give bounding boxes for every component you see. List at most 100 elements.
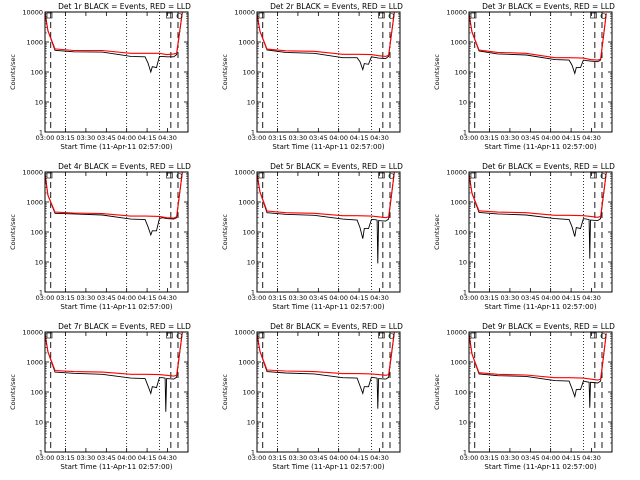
y-tick-label: 1000	[450, 199, 467, 207]
x-axis-label: Start Time (11-Apr-11 02:57:00)	[60, 463, 172, 471]
x-axis-label: Start Time (11-Apr-11 02:57:00)	[484, 303, 596, 311]
plot-title: Det 3r BLACK = Events, RED = LLD	[482, 2, 615, 11]
y-tick-label: 10000	[446, 9, 467, 17]
series-events-line	[468, 172, 607, 259]
corner-marker-box	[378, 12, 385, 19]
x-tick-label: 04:30	[582, 294, 601, 302]
x-tick-label: 04:30	[370, 134, 389, 142]
y-tick-label: 100	[31, 69, 43, 77]
x-axis-label: Start Time (11-Apr-11 02:57:00)	[272, 463, 384, 471]
x-tick-label: 03:15	[56, 294, 75, 302]
x-tick-label: 03:00	[248, 134, 267, 142]
x-tick-label: 04:00	[117, 454, 136, 462]
x-tick-label: 04:00	[541, 454, 560, 462]
series-events-line	[256, 332, 395, 409]
x-tick-label: 03:30	[77, 294, 96, 302]
x-tick-label: 04:30	[370, 294, 389, 302]
series-events-line	[44, 172, 183, 237]
series-events-line	[468, 13, 607, 75]
corner-marker-circle	[600, 13, 607, 19]
y-axis-label: Counts/sec	[433, 374, 441, 410]
corner-marker-box	[590, 172, 597, 179]
corner-marker-box	[470, 172, 477, 179]
x-tick-label: 03:30	[289, 294, 308, 302]
series-lld-line	[468, 13, 607, 61]
corner-marker-box	[590, 332, 597, 339]
x-tick-label: 03:45	[521, 454, 540, 462]
corner-marker-box	[378, 172, 385, 179]
y-tick-label: 100	[243, 69, 255, 77]
y-tick-label: 10	[35, 419, 43, 427]
x-tick-label: 04:00	[541, 294, 560, 302]
plot-panel-det-8: Det 8r BLACK = Events, RED = LLD 1 10 100 10…	[221, 322, 403, 471]
plot-panel-det-4: Det 4r BLACK = Events, RED = LLD 1 10 100 10…	[9, 162, 191, 311]
x-tick-label: 03:00	[460, 454, 479, 462]
x-tick-label: 03:15	[268, 454, 287, 462]
y-axis-label: Counts/sec	[9, 214, 17, 250]
x-tick-label: 04:15	[138, 454, 157, 462]
x-tick-label: 03:45	[97, 454, 116, 462]
corner-marker-box	[46, 332, 53, 339]
y-tick-label: 1	[251, 449, 255, 457]
corner-marker-box	[470, 332, 477, 339]
x-tick-label: 04:15	[562, 454, 581, 462]
y-tick-label: 10000	[234, 329, 255, 337]
y-tick-label: 10	[247, 419, 255, 427]
x-tick-label: 03:00	[36, 134, 55, 142]
series-lld-line	[44, 172, 183, 219]
corner-marker-box	[46, 172, 53, 179]
x-tick-label: 04:00	[329, 294, 348, 302]
x-tick-label: 04:30	[158, 454, 177, 462]
corner-marker-circle	[388, 173, 395, 179]
corner-marker-circle	[176, 333, 183, 339]
y-tick-label: 1000	[26, 359, 43, 367]
series-lld-line	[256, 172, 395, 219]
y-axis-label: Counts/sec	[221, 54, 229, 90]
corner-marker-circle	[388, 13, 395, 19]
x-tick-label: 03:45	[97, 134, 116, 142]
x-axis-label: Start Time (11-Apr-11 02:57:00)	[60, 143, 172, 151]
corner-marker-box	[166, 332, 173, 339]
corner-marker-circle	[600, 333, 607, 339]
y-tick-label: 1000	[238, 39, 255, 47]
x-tick-label: 03:30	[501, 134, 520, 142]
x-tick-label: 04:00	[117, 134, 136, 142]
x-tick-label: 04:00	[329, 134, 348, 142]
corner-marker-box	[470, 12, 477, 19]
corner-marker-circle	[176, 13, 183, 19]
y-axis-label: Counts/sec	[221, 374, 229, 410]
series-lld-line	[256, 12, 395, 57]
y-tick-label: 1000	[238, 199, 255, 207]
y-tick-label: 100	[31, 389, 43, 397]
x-tick-label: 03:00	[248, 454, 267, 462]
series-events-line	[44, 12, 183, 74]
plot-frame	[44, 11, 189, 133]
y-axis-label: Counts/sec	[433, 214, 441, 250]
y-tick-label: 1000	[26, 39, 43, 47]
y-tick-label: 1	[463, 289, 467, 297]
x-tick-label: 03:15	[480, 454, 499, 462]
x-tick-label: 04:15	[350, 454, 369, 462]
y-tick-label: 1	[463, 449, 467, 457]
y-tick-label: 100	[31, 229, 43, 237]
y-tick-label: 10	[35, 99, 43, 107]
y-tick-label: 1	[251, 129, 255, 137]
corner-marker-box	[46, 12, 53, 19]
corner-marker-box	[258, 332, 265, 339]
x-tick-label: 03:30	[77, 134, 96, 142]
y-tick-label: 10000	[22, 329, 43, 337]
x-tick-label: 03:45	[309, 134, 328, 142]
x-axis-label: Start Time (11-Apr-11 02:57:00)	[60, 303, 172, 311]
x-tick-label: 03:00	[36, 294, 55, 302]
series-events-line	[256, 12, 395, 72]
plot-title: Det 2r BLACK = Events, RED = LLD	[270, 2, 403, 11]
y-tick-label: 10000	[234, 9, 255, 17]
x-tick-label: 03:15	[268, 134, 287, 142]
y-tick-label: 1	[39, 129, 43, 137]
y-tick-label: 10	[459, 259, 467, 267]
y-tick-label: 100	[455, 389, 467, 397]
series-lld-line	[468, 172, 607, 218]
x-tick-label: 03:15	[480, 134, 499, 142]
y-tick-label: 1000	[450, 359, 467, 367]
y-tick-label: 10	[247, 99, 255, 107]
